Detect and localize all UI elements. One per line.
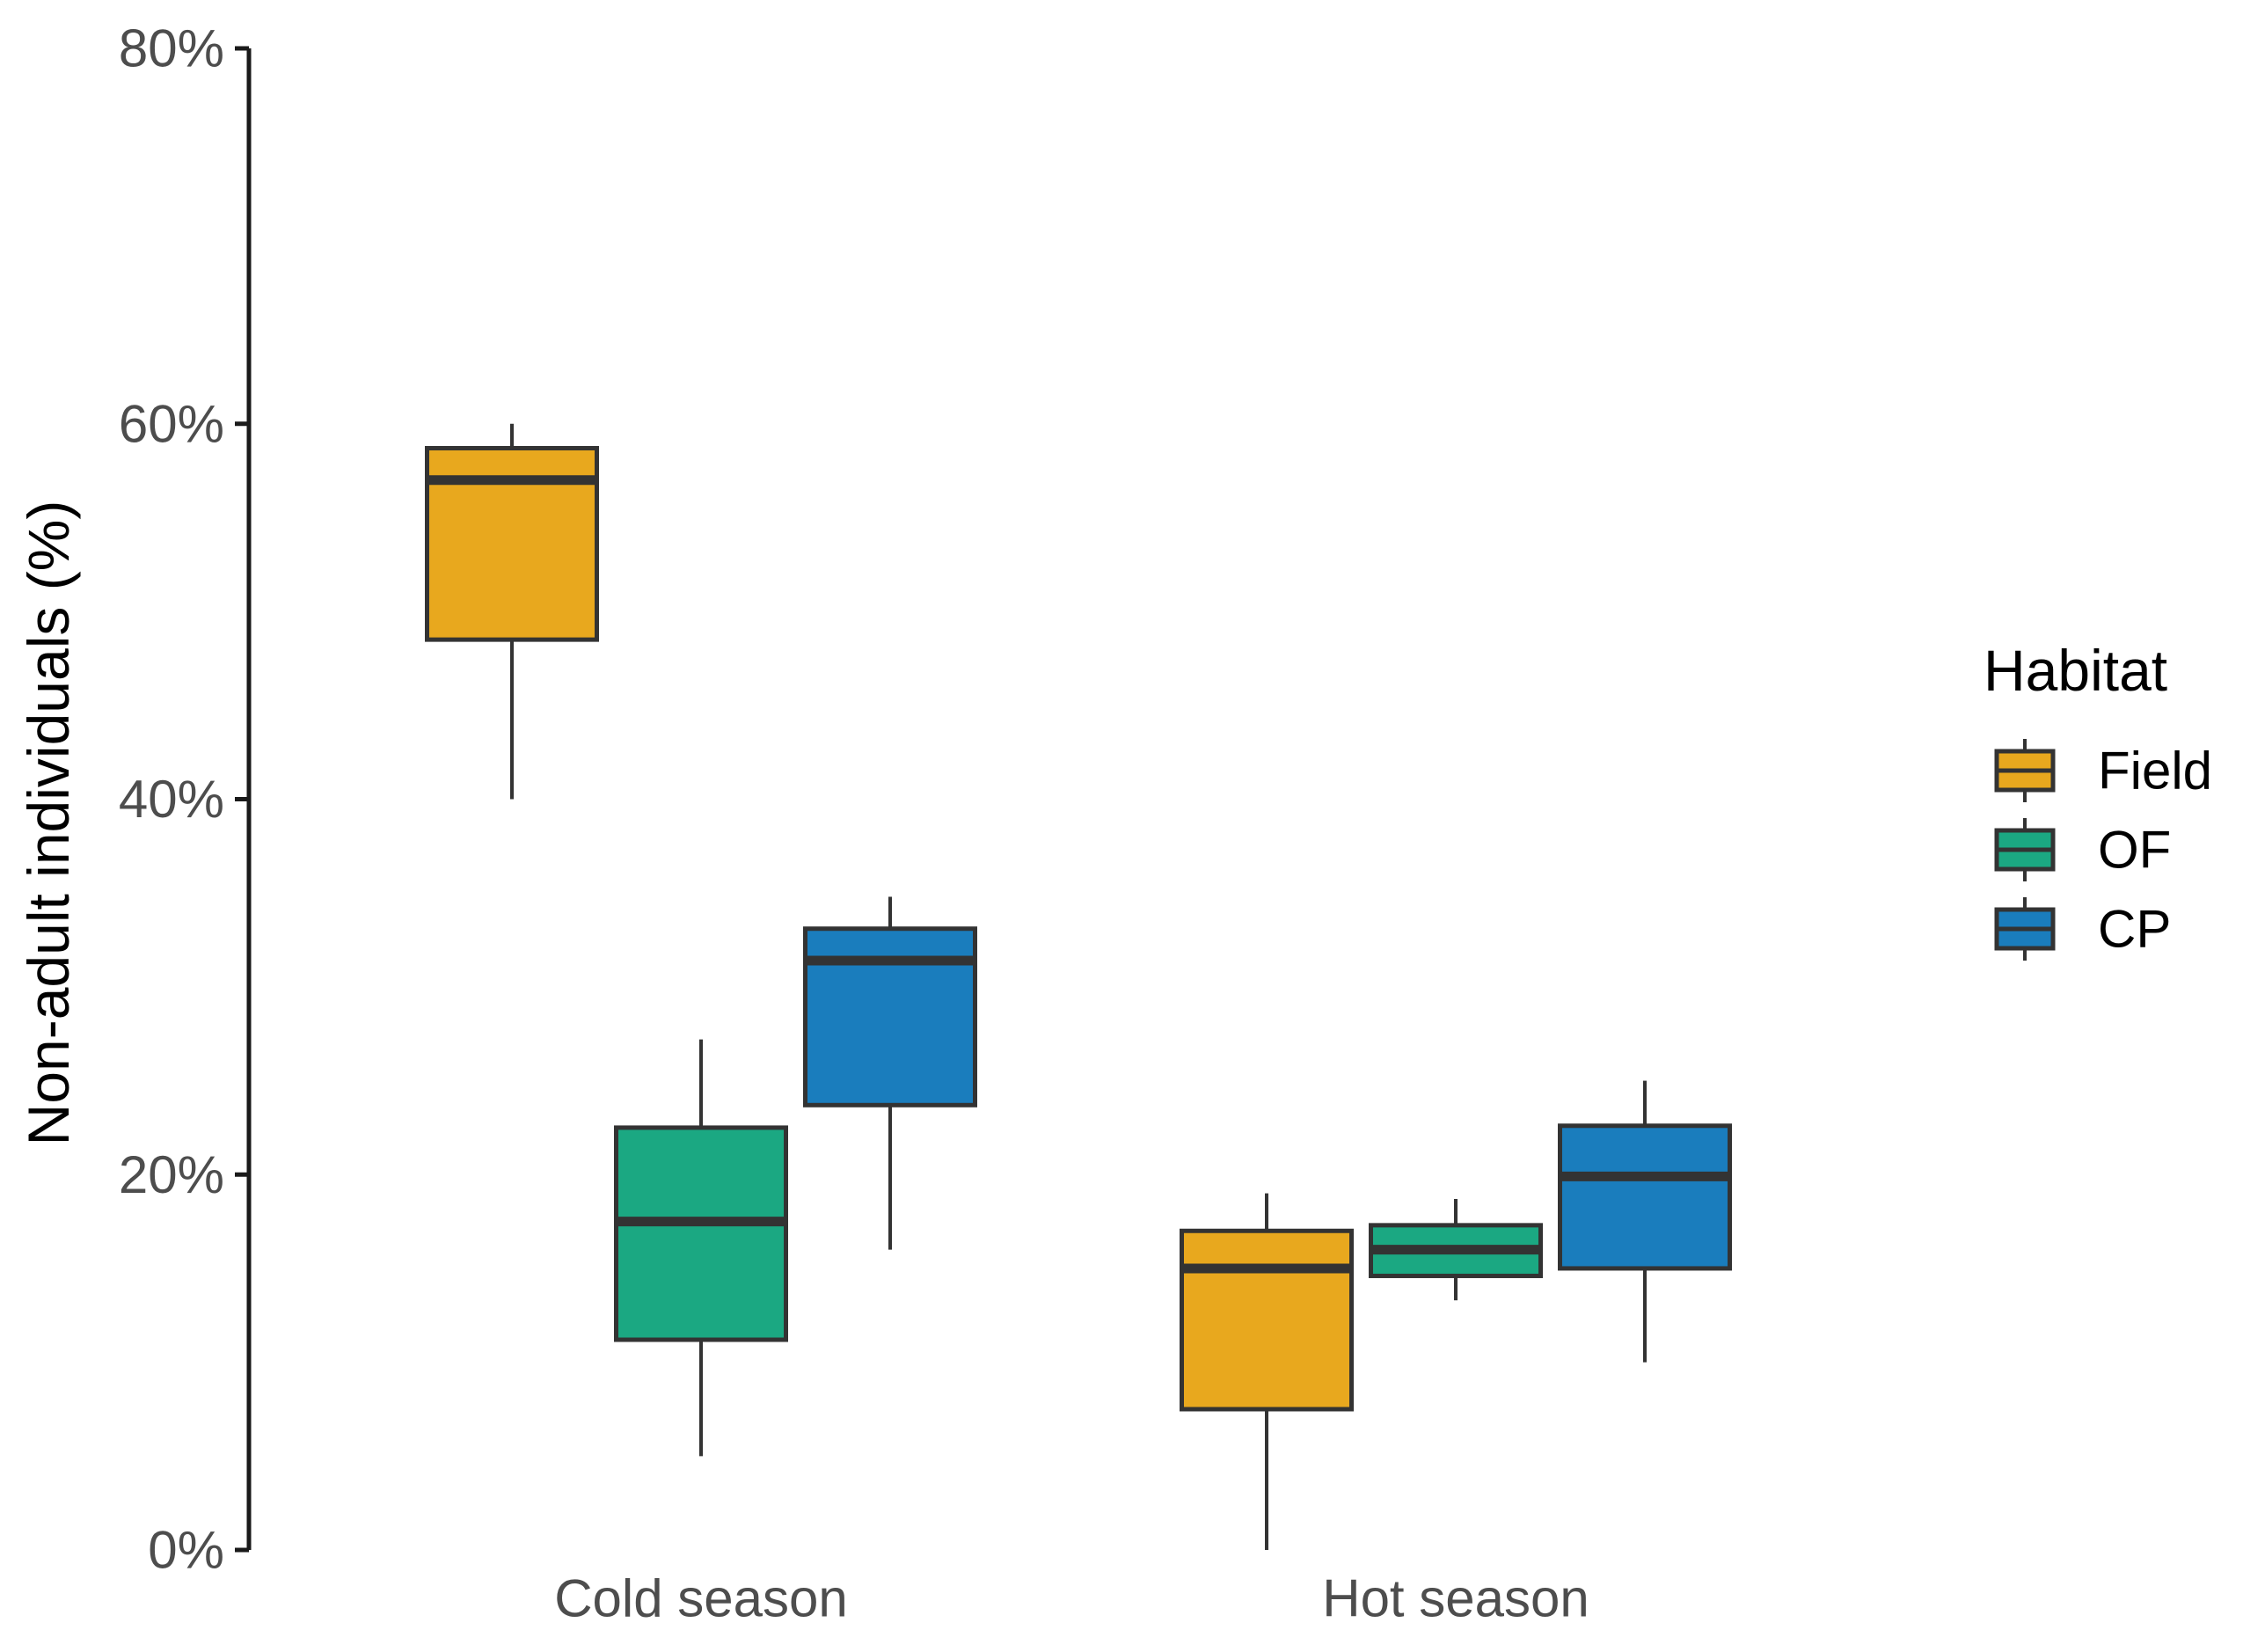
legend-item-cp: CP bbox=[1994, 897, 2171, 961]
box-group bbox=[1180, 1080, 1732, 1550]
axes: 0% 20% 40% 60% 80% Cold season Hot season Non-a… bbox=[16, 19, 1589, 1628]
y-tick-label: 60% bbox=[119, 394, 224, 453]
y-tick-label: 80% bbox=[119, 19, 224, 78]
legend-item-of: OF bbox=[1994, 818, 2171, 881]
legend-item-field: Field bbox=[1994, 739, 2212, 802]
iqr-box bbox=[803, 926, 977, 1107]
x-tick-label: Hot season bbox=[1322, 1569, 1589, 1628]
box-cp bbox=[1558, 1080, 1732, 1363]
box-group bbox=[425, 423, 977, 1457]
x-tick-label: Cold season bbox=[554, 1569, 848, 1628]
y-tick-label: 20% bbox=[119, 1145, 224, 1204]
y-tick-label: 0% bbox=[148, 1521, 224, 1580]
legend-label: OF bbox=[2098, 821, 2171, 880]
box-of bbox=[1369, 1198, 1543, 1301]
box-field bbox=[425, 423, 599, 800]
y-tick-label: 40% bbox=[119, 770, 224, 829]
iqr-box bbox=[614, 1125, 788, 1342]
box-of bbox=[614, 1039, 788, 1457]
iqr-box bbox=[1180, 1228, 1354, 1412]
legend-label: Field bbox=[2098, 742, 2212, 800]
box-groups bbox=[425, 423, 1732, 1550]
legend-label: CP bbox=[2098, 900, 2171, 959]
box-cp bbox=[803, 896, 977, 1250]
legend-title: Habitat bbox=[1984, 638, 2167, 703]
legend-key bbox=[1994, 739, 2056, 802]
box-field bbox=[1180, 1193, 1354, 1550]
legend-key bbox=[1994, 897, 2056, 961]
y-axis-title: Non-adult individuals (%) bbox=[16, 501, 81, 1146]
legend-key bbox=[1994, 818, 2056, 881]
legend: Habitat Field OF CP bbox=[1984, 638, 2212, 961]
iqr-box bbox=[1558, 1123, 1732, 1271]
